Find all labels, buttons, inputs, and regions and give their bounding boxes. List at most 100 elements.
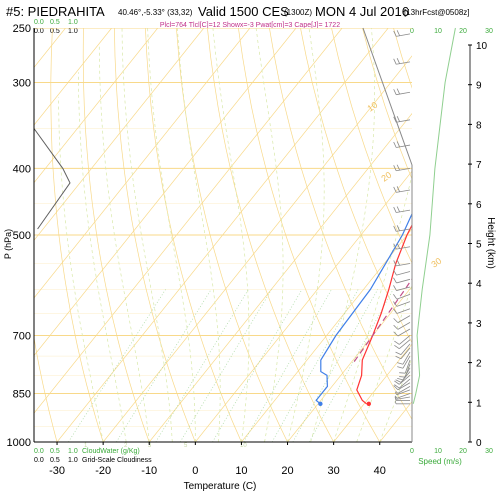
- barb-staff: [398, 322, 410, 329]
- pressure-tick-label: 700: [13, 330, 31, 342]
- barb-flag: [397, 225, 400, 230]
- mixing-ratio-8: [244, 289, 332, 442]
- speed-axis-label: Speed (m/s): [418, 457, 462, 466]
- speed-tick-top-3: 30: [485, 28, 493, 35]
- pressure-tick-label: 500: [13, 230, 31, 242]
- barb-staff: [396, 247, 410, 249]
- barb-flag: [393, 278, 396, 283]
- barb-flag: [397, 243, 400, 248]
- x-axis-label: Temperature (C): [184, 481, 257, 492]
- dewpoint-surface-point: [318, 402, 322, 406]
- cloud-water-bottom-tick-0: 0.0: [34, 448, 44, 455]
- mixing-label: 3: [148, 443, 152, 449]
- valid-time: Valid 1500 CES: [198, 4, 289, 19]
- height-tick-label: 9: [476, 81, 482, 92]
- forecast-date: MON 4 Jul 2016: [315, 4, 409, 19]
- barb-staff: [396, 34, 410, 36]
- temp-tick-label: 30: [328, 465, 340, 477]
- barb-flag: [394, 89, 397, 94]
- sounding-params: Plcl=764 Tlcl[C]=12 Showx=-3 Pwat[cm]=3 …: [160, 22, 340, 29]
- cloud-water-tick-0: 0.0: [34, 19, 44, 26]
- barb-flag: [394, 187, 397, 192]
- barb-flag: [394, 385, 399, 388]
- adiabat-label: 20: [379, 170, 393, 184]
- pressure-tick-label: 1000: [7, 437, 31, 449]
- cloudiness-bottom-tick-0: 0.0: [34, 457, 44, 464]
- cloud-water-tick-2: 1.0: [68, 19, 78, 26]
- barb-flag: [394, 142, 397, 147]
- height-tick-label: 5: [476, 240, 482, 251]
- cloud-water-bottom-tick-2: 1.0: [68, 448, 78, 455]
- speed-tick-bottom-2: 20: [459, 448, 467, 455]
- height-tick-label: 0: [476, 438, 482, 449]
- mixing-label: 5: [184, 443, 188, 449]
- station-title: #5: PIEDRAHITA: [6, 4, 105, 19]
- barb-flag: [393, 285, 396, 290]
- height-tick-label: 1: [476, 398, 482, 409]
- adiabat-label: 30: [429, 256, 443, 270]
- barb-staff: [396, 287, 410, 291]
- cloudiness-tick-2: 1.0: [68, 28, 78, 35]
- barb-flag: [397, 363, 403, 365]
- barb-staff: [396, 92, 410, 94]
- wind-barb: [394, 316, 410, 323]
- barb-flag: [397, 378, 403, 380]
- barb-flag: [394, 59, 397, 64]
- cloud-water-bottom-tick-1: 0.5: [50, 448, 60, 455]
- barb-staff: [396, 271, 410, 275]
- temp-tick-label: 40: [374, 465, 386, 477]
- pressure-tick-label: 250: [13, 23, 31, 35]
- barb-flag: [394, 207, 397, 212]
- barb-flag: [395, 401, 396, 404]
- height-tick-label: 6: [476, 200, 482, 211]
- barb-flag: [393, 294, 396, 299]
- forecast-run: [13hrFcst@0508z]: [404, 8, 469, 17]
- barb-staff: [396, 263, 410, 265]
- cloud-water-axis-label: CloudWater (g/Kg): [82, 448, 140, 455]
- cloud-water-tick-1: 0.5: [50, 19, 60, 26]
- barb-flag: [397, 206, 400, 211]
- barb-staff: [399, 335, 410, 344]
- cloudiness-axis-label: Grid-Scale Cloudiness: [82, 457, 152, 464]
- cloudiness-tick-1: 0.5: [50, 28, 60, 35]
- barb-flag: [396, 356, 401, 359]
- mixing-ratio-0.4: [68, 289, 165, 442]
- temp-tick-label: 10: [235, 465, 247, 477]
- speed-tick-top-2: 20: [459, 28, 467, 35]
- wind-barb: [394, 340, 410, 349]
- moist-adiabat--10: [99, 45, 149, 442]
- speed-tick-bottom-1: 10: [434, 448, 442, 455]
- barb-staff: [399, 340, 410, 349]
- barb-flag: [394, 341, 399, 344]
- height-tick-label: 2: [476, 359, 482, 370]
- temp-tick-label: -10: [141, 465, 157, 477]
- barb-staff: [396, 279, 410, 283]
- temp-tick-label: -20: [95, 465, 111, 477]
- wind-barb: [394, 141, 410, 147]
- mixing-ratio-3: [180, 289, 271, 442]
- barb-flag: [394, 318, 398, 322]
- barb-flag: [397, 367, 403, 369]
- wind-barb: [394, 89, 410, 95]
- barb-staff: [397, 294, 410, 299]
- barb-flag: [397, 116, 400, 121]
- thermo-grid: [0, 28, 500, 442]
- barb-flag: [394, 345, 399, 348]
- mixing-ratio-2: [156, 289, 249, 442]
- cloudiness-bottom-tick-1: 0.5: [50, 457, 60, 464]
- station-coords: 40.46°,-5.33° (33,32): [118, 8, 193, 17]
- pressure-tick-label: 300: [13, 77, 31, 89]
- speed-tick-bottom-3: 30: [485, 448, 493, 455]
- mixing-ratio-5: [213, 289, 303, 442]
- temp-tick-label: 20: [281, 465, 293, 477]
- barb-flag: [399, 377, 405, 378]
- height-tick-label: 4: [476, 279, 482, 290]
- barb-staff: [396, 120, 410, 122]
- y-axis-label: P (hPa): [3, 229, 13, 259]
- cloudiness-tick-0: 0.0: [34, 28, 44, 35]
- cloudiness-bottom-tick-2: 1.0: [68, 457, 78, 464]
- height-tick-label: 8: [476, 120, 482, 131]
- barb-staff: [396, 62, 410, 64]
